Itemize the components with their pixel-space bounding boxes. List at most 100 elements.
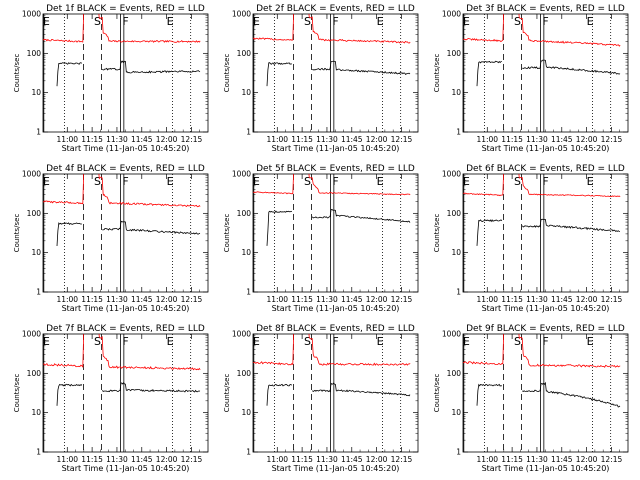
event-marker-e: E bbox=[43, 15, 50, 28]
x-tick-label: 11:30 bbox=[316, 295, 338, 304]
y-tick-label: 10 bbox=[451, 88, 461, 97]
y-tick-label: 1000 bbox=[442, 10, 461, 19]
events-series-line bbox=[266, 210, 293, 246]
x-tick-label: 11:15 bbox=[501, 295, 523, 304]
x-tick-label: 11:30 bbox=[106, 455, 128, 464]
x-tick-label: 12:15 bbox=[391, 295, 413, 304]
x-tick-label: 11:30 bbox=[526, 295, 548, 304]
event-marker-f: F bbox=[332, 335, 338, 348]
events-series-line bbox=[101, 382, 201, 393]
x-tick-label: 12:15 bbox=[601, 295, 623, 304]
y-tick-label: 1000 bbox=[22, 330, 41, 339]
event-marker-e: E bbox=[253, 175, 260, 188]
lld-series-line bbox=[253, 14, 411, 44]
x-tick-label: 11:00 bbox=[56, 455, 78, 464]
x-tick-label: 11:00 bbox=[476, 135, 498, 144]
event-marker-s: S bbox=[94, 335, 101, 348]
x-tick-label: 11:00 bbox=[56, 135, 78, 144]
lld-series-line bbox=[463, 334, 621, 368]
panel-det-5: Det 5f BLACK = Events, RED = LLD 1 10 100 10… bbox=[223, 164, 419, 313]
lld-series-line bbox=[43, 174, 201, 208]
event-marker-e: E bbox=[463, 15, 470, 28]
plot-frame bbox=[462, 333, 629, 453]
plot-frame bbox=[462, 173, 629, 293]
event-marker-e: E bbox=[463, 175, 470, 188]
x-tick-label: 11:00 bbox=[266, 295, 288, 304]
y-tick-label: 1 bbox=[36, 128, 41, 137]
event-marker-s: S bbox=[94, 175, 101, 188]
events-series-line bbox=[56, 383, 83, 406]
series-group bbox=[43, 14, 201, 87]
series-group bbox=[253, 334, 411, 406]
y-tick-label: 10 bbox=[451, 408, 461, 417]
x-tick-label: 11:15 bbox=[291, 135, 313, 144]
x-tick-label: 11:45 bbox=[341, 295, 363, 304]
x-tick-label: 11:00 bbox=[266, 135, 288, 144]
y-tick-label: 100 bbox=[237, 49, 252, 58]
y-tick-label: 100 bbox=[237, 369, 252, 378]
x-axis-label: Start Time (11-Jan-05 10:45:20) bbox=[62, 144, 190, 153]
x-tick-label: 12:15 bbox=[601, 455, 623, 464]
panel-title: Det 6f BLACK = Events, RED = LLD bbox=[466, 164, 625, 174]
x-tick-label: 11:30 bbox=[316, 135, 338, 144]
event-marker-f: F bbox=[542, 15, 548, 28]
x-tick-label: 12:15 bbox=[181, 455, 203, 464]
y-tick-label: 100 bbox=[27, 369, 42, 378]
series-group bbox=[253, 174, 411, 246]
y-tick-label: 1 bbox=[246, 128, 251, 137]
y-tick-label: 1000 bbox=[442, 170, 461, 179]
plot-frame bbox=[252, 333, 419, 453]
events-series-line bbox=[312, 382, 411, 397]
event-marker-f: F bbox=[542, 335, 548, 348]
y-tick-label: 1 bbox=[246, 448, 251, 457]
x-tick-label: 12:15 bbox=[391, 135, 413, 144]
y-axis-label: Counts/sec bbox=[13, 214, 21, 253]
y-axis-label: Counts/sec bbox=[223, 214, 231, 253]
event-marker-e: E bbox=[587, 335, 594, 348]
panel-title: Det 7f BLACK = Events, RED = LLD bbox=[46, 324, 205, 334]
x-tick-label: 12:00 bbox=[366, 135, 388, 144]
event-marker-e: E bbox=[43, 335, 50, 348]
y-tick-label: 1 bbox=[456, 128, 461, 137]
lld-series-line bbox=[43, 334, 201, 371]
y-axis-label: Counts/sec bbox=[433, 214, 441, 253]
x-tick-label: 11:15 bbox=[501, 455, 523, 464]
event-marker-e: E bbox=[43, 175, 50, 188]
x-tick-label: 12:00 bbox=[156, 455, 178, 464]
y-tick-label: 1 bbox=[456, 288, 461, 297]
y-tick-label: 1 bbox=[246, 288, 251, 297]
x-axis-label: Start Time (11-Jan-05 10:45:20) bbox=[482, 304, 610, 313]
plot-frame bbox=[252, 13, 419, 133]
plot-frame bbox=[42, 173, 209, 293]
events-series-line bbox=[266, 383, 293, 406]
x-tick-label: 12:00 bbox=[576, 295, 598, 304]
panel-title: Det 4f BLACK = Events, RED = LLD bbox=[46, 164, 205, 174]
event-marker-s: S bbox=[94, 15, 101, 28]
y-tick-label: 1 bbox=[36, 448, 41, 457]
y-tick-label: 1000 bbox=[22, 10, 41, 19]
y-tick-label: 1000 bbox=[232, 170, 251, 179]
x-axis-label: Start Time (11-Jan-05 10:45:20) bbox=[62, 304, 190, 313]
event-marker-e: E bbox=[167, 335, 174, 348]
y-axis-label: Counts/sec bbox=[433, 54, 441, 93]
events-series-line bbox=[311, 208, 411, 223]
series-group bbox=[463, 14, 621, 87]
y-tick-label: 100 bbox=[27, 209, 42, 218]
x-tick-label: 11:00 bbox=[56, 295, 78, 304]
x-axis-label: Start Time (11-Jan-05 10:45:20) bbox=[272, 464, 400, 473]
y-tick-label: 10 bbox=[31, 88, 41, 97]
event-marker-f: F bbox=[122, 335, 128, 348]
x-tick-label: 11:45 bbox=[551, 455, 573, 464]
x-tick-label: 11:30 bbox=[316, 455, 338, 464]
lld-series-line bbox=[463, 14, 621, 47]
x-axis-label: Start Time (11-Jan-05 10:45:20) bbox=[482, 144, 610, 153]
x-tick-label: 12:15 bbox=[181, 295, 203, 304]
x-tick-label: 12:15 bbox=[181, 135, 203, 144]
y-tick-label: 100 bbox=[447, 369, 462, 378]
panel-det-4: Det 4f BLACK = Events, RED = LLD 1 10 100 10… bbox=[13, 164, 209, 313]
events-series-line bbox=[266, 62, 293, 87]
event-marker-s: S bbox=[514, 175, 521, 188]
series-group bbox=[463, 334, 621, 408]
y-tick-label: 10 bbox=[451, 248, 461, 257]
event-marker-s: S bbox=[304, 15, 311, 28]
